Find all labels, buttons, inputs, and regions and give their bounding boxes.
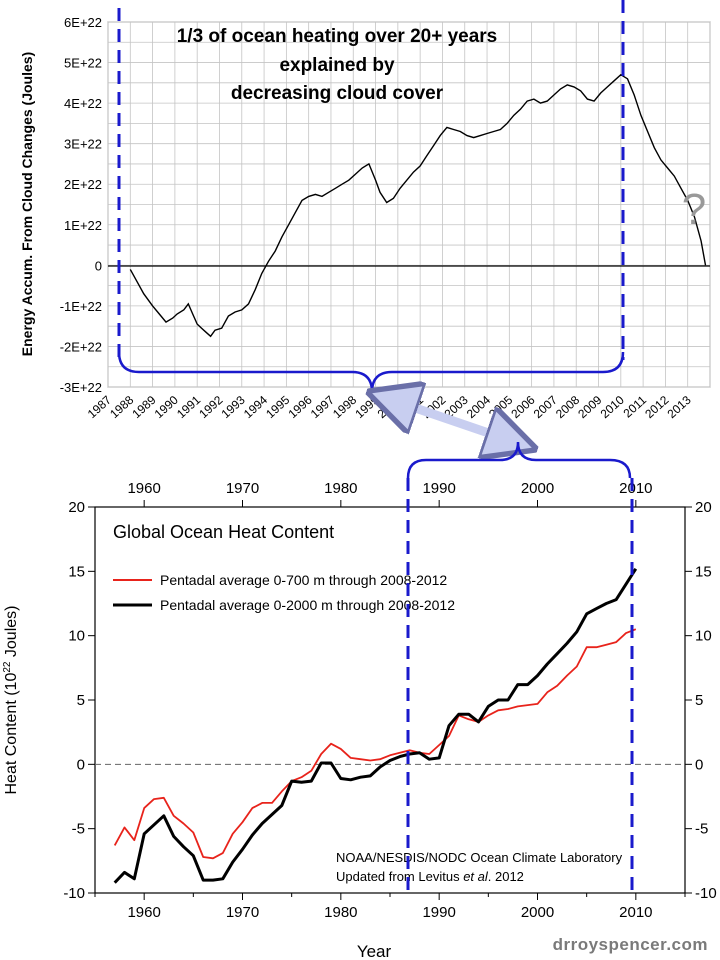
top-x-tick-label: 2013 (664, 393, 693, 421)
top-x-tick-label: 1999 (352, 393, 381, 421)
cloud-energy-line (129, 73, 707, 338)
ylabel-part-1: Heat Content (10 (3, 673, 20, 795)
bottom-x-tick-label: 1990 (422, 904, 455, 921)
top-axis-tick-label: 1980 (324, 480, 357, 497)
top-title-line-2: explained by (279, 55, 395, 76)
top-x-tick-label: 1989 (129, 393, 158, 421)
bottom-chart-xlabel: Year (357, 942, 392, 960)
right-y-tick-label: 5 (695, 692, 703, 709)
top-x-tick-label: 1988 (107, 393, 136, 421)
watermark: drroyspencer.com (553, 935, 708, 954)
top-chart-title: 1/3 of ocean heating over 20+ years expl… (177, 26, 498, 104)
legend-label-2000m: Pentadal average 0-2000 m through 2008-2… (160, 597, 455, 613)
source-line-2-suffix: . 2012 (488, 869, 524, 884)
top-chart-ylabel: Energy Accum. From Cloud Changes (Joules… (19, 52, 35, 356)
bottom-y-tick-label: 15 (68, 563, 85, 580)
top-axis-tick-label: 1990 (422, 480, 455, 497)
top-y-tick-label: -2E+22 (60, 339, 102, 354)
top-x-tick-labels: 1987198819891990199119921993199419951996… (85, 393, 694, 421)
bottom-chart-title: Global Ocean Heat Content (113, 522, 334, 542)
top-x-tick-label: 1997 (308, 393, 337, 421)
bottom-brace (406, 441, 632, 479)
connector-double-arrow (392, 400, 512, 441)
top-x-tick-label: 2011 (621, 393, 650, 421)
bottom-series-group (113, 567, 638, 884)
top-y-tick-label: -3E+22 (60, 380, 102, 395)
top-x-tick-label: 1992 (196, 393, 225, 421)
top-x-tick-label: 1993 (219, 393, 248, 421)
series-line-0-700m (113, 628, 637, 860)
right-y-tick-label: 0 (695, 756, 703, 773)
right-y-tick-label: 15 (695, 563, 712, 580)
top-series-group (129, 73, 707, 338)
top-x-tick-label: 2009 (575, 393, 604, 421)
bottom-chart-ylabel: Heat Content (1022 Joules) (2, 605, 20, 794)
ylabel-superscript: 22 (2, 661, 13, 673)
bottom-x-tick-label: 1980 (324, 904, 357, 921)
top-x-tick-label: 2012 (642, 393, 671, 421)
top-x-tick-label: 1991 (174, 393, 203, 421)
right-y-tick-label: -10 (695, 885, 717, 902)
top-x-tick-label: 1990 (152, 393, 181, 421)
top-axis-tick-label: 1960 (127, 480, 160, 497)
top-x-tick-label: 2007 (531, 393, 560, 421)
top-x-tick-label: 2004 (464, 393, 493, 421)
bottom-y-tick-label: 0 (77, 756, 85, 773)
top-y-tick-label: 5E+22 (64, 56, 102, 71)
top-y-tick-label: -1E+22 (60, 299, 102, 314)
top-title-line-3: decreasing cloud cover (231, 83, 444, 104)
right-y-tick-label: 20 (695, 499, 712, 516)
top-y-tick-label: 1E+22 (64, 218, 102, 233)
bottom-x-tick-label: 1960 (127, 904, 160, 921)
top-gridlines (107, 21, 711, 388)
top-axis-tick-label: 2000 (521, 480, 554, 497)
bottom-y-tick-label: 20 (68, 499, 85, 516)
top-x-tick-label: 1987 (85, 393, 114, 421)
source-line-2-prefix: Updated from Levitus (336, 869, 463, 884)
top-x-tick-label: 1996 (285, 393, 314, 421)
source-line-1: NOAA/NESDIS/NODC Ocean Climate Laborator… (336, 850, 623, 865)
bottom-y-tick-label: -10 (63, 885, 85, 902)
top-x-tick-label: 1995 (263, 393, 292, 421)
top-y-tick-labels: -3E+22 -2E+22 -1E+22 0 1E+22 2E+22 3E+22 4E+22 5… (60, 15, 102, 395)
top-axis-tick-label: 1970 (226, 480, 259, 497)
bottom-y-tick-label: -5 (72, 821, 85, 838)
bottom-legend: Pentadal average 0-700 m through 2008-20… (113, 572, 455, 613)
right-y-tick-label: 10 (695, 628, 712, 645)
right-y-tick-label: -5 (695, 821, 708, 838)
top-y-tick-label: 4E+22 (64, 96, 102, 111)
ylabel-part-3: Joules) (3, 605, 20, 661)
source-line-2-italic: et al (463, 869, 489, 884)
top-y-tick-label: 0 (95, 258, 102, 273)
top-y-tick-label: 6E+22 (64, 15, 102, 30)
bottom-plot-area (94, 506, 686, 894)
bottom-x-tick-label: 2010 (619, 904, 652, 921)
bottom-y-tick-label: 5 (77, 692, 85, 709)
source-line-2: Updated from Levitus et al. 2012 (336, 869, 524, 884)
top-x-tick-label: 2006 (508, 393, 537, 421)
bottom-x-tick-label: 1970 (226, 904, 259, 921)
top-axis-tick-label: 2010 (619, 480, 652, 497)
top-x-tick-label: 2008 (553, 393, 582, 421)
legend-label-700m: Pentadal average 0-700 m through 2008-20… (160, 572, 447, 588)
top-x-tick-label: 1998 (330, 393, 359, 421)
top-y-tick-label: 2E+22 (64, 177, 102, 192)
question-mark-annotation: ? (682, 185, 706, 234)
top-x-tick-label: 2005 (486, 393, 515, 421)
top-x-tick-label: 1994 (241, 393, 270, 421)
top-x-tick-label: 2010 (598, 393, 627, 421)
top-title-line-1: 1/3 of ocean heating over 20+ years (177, 26, 498, 47)
bottom-x-tick-label: 2000 (521, 904, 554, 921)
top-y-tick-label: 3E+22 (64, 137, 102, 152)
series-line-0-2000m (113, 567, 638, 884)
cloud-energy-chart: -3E+22 -2E+22 -1E+22 0 1E+22 2E+22 3E+22 4E+22 5… (19, 0, 711, 421)
bottom-y-tick-label: 10 (68, 628, 85, 645)
